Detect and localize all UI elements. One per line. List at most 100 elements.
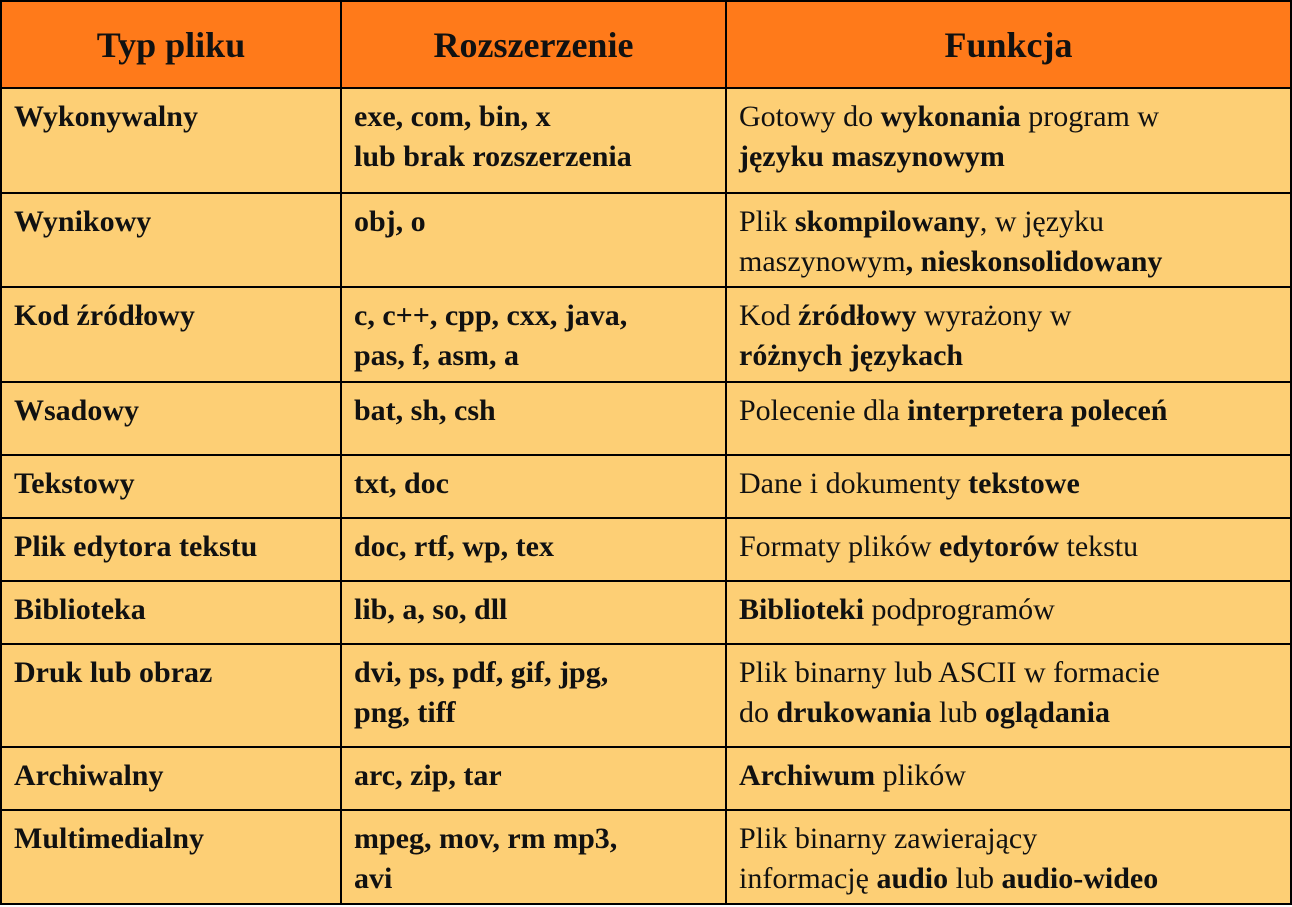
function-cell: Kod źródłowy wyrażony w różnych językach [725, 286, 1292, 383]
file-type-cell: Biblioteka [0, 579, 342, 645]
function-emphasis: skompilowany [794, 204, 980, 238]
function-cell: Polecenie dla interpretera poleceń [725, 380, 1292, 457]
function-line: Gotowy do wykonania program w [739, 97, 1278, 137]
function-text: Gotowy do [739, 100, 881, 133]
extension-line: mpeg, mov, rm mp3, [354, 821, 618, 855]
extension-line: arc, zip, tar [354, 758, 502, 792]
function-line: Archiwum plików [739, 756, 1278, 796]
extension-line: bat, sh, csh [354, 393, 496, 427]
table-row: Wynikowy obj, o Plik skompilowany, w język… [0, 191, 1292, 289]
table-row: Tekstowy txt, doc Dane i dokumenty tekstow… [0, 454, 1292, 519]
table-row: Wsadowy bat, sh, csh Polecenie dla interpr… [0, 380, 1292, 457]
extension-line: c, c++, cpp, cxx, java, [354, 299, 628, 333]
header-extension: Rozszerzenie [340, 0, 727, 89]
function-cell: Formaty plików edytorów tekstu [725, 516, 1292, 582]
file-type-cell: Druk lub obraz [0, 642, 342, 748]
table-row: Biblioteka lib, a, so, dll Biblioteki podp… [0, 579, 1292, 645]
table-row: Plik edytora tekstu doc, rtf, wp, tex Form… [0, 516, 1292, 582]
file-type-cell: Kod źródłowy [0, 286, 342, 383]
extension-cell: lib, a, so, dll [340, 579, 727, 645]
function-line: języku maszynowym [739, 137, 1278, 177]
extension-cell: exe, com, bin, x lub brak rozszerzenia [340, 87, 727, 194]
table-row: Kod źródłowy c, c++, cpp, cxx, java, pas, … [0, 286, 1292, 383]
function-emphasis: drukowania [776, 695, 932, 729]
file-type-cell: Wsadowy [0, 380, 342, 457]
extension-line: obj, o [354, 204, 426, 238]
function-line: Plik binarny zawierający [739, 819, 1278, 859]
file-type-cell: Tekstowy [0, 454, 342, 519]
extension-line: doc, rtf, wp, tex [354, 529, 554, 563]
function-text: podprogramów [864, 592, 1055, 626]
extension-line: avi [354, 861, 393, 895]
function-line: do drukowania lub oglądania [739, 693, 1278, 733]
extension-cell: doc, rtf, wp, tex [340, 516, 727, 582]
function-line: Formaty plików edytorów tekstu [739, 527, 1278, 567]
extension-cell: obj, o [340, 191, 727, 289]
function-emphasis: Biblioteki [739, 592, 865, 626]
header-function: Funkcja [725, 0, 1292, 89]
function-emphasis: Archiwum [739, 758, 876, 792]
table-row: Multimedialny mpeg, mov, rm mp3, avi Plik b… [0, 808, 1292, 906]
function-emphasis: audio-wideo [1001, 861, 1159, 895]
function-line: Polecenie dla interpretera poleceń [739, 391, 1278, 431]
file-type-cell: Wynikowy [0, 191, 342, 289]
function-text: Plik binarny lub ASCII w formacie [739, 655, 1160, 689]
function-text: Formaty plików [739, 529, 939, 563]
extension-line: png, tiff [354, 695, 456, 729]
function-emphasis: języku maszynowym [739, 140, 1005, 173]
function-line: Plik skompilowany, w języku [739, 202, 1278, 242]
function-line: maszynowym, nieskonsolidowany [739, 242, 1278, 282]
function-line: Biblioteki podprogramów [739, 590, 1278, 630]
extension-cell: bat, sh, csh [340, 380, 727, 457]
function-text: wyrażony w [916, 299, 1072, 333]
extension-cell: c, c++, cpp, cxx, java, pas, f, asm, a [340, 286, 727, 383]
extension-cell: mpeg, mov, rm mp3, avi [340, 808, 727, 906]
function-emphasis: audio [876, 861, 949, 895]
function-line: Plik binarny lub ASCII w formacie [739, 653, 1278, 693]
extension-cell: dvi, ps, pdf, gif, jpg, png, tiff [340, 642, 727, 748]
table-row: Archiwalny arc, zip, tar Archiwum plików [0, 745, 1292, 811]
function-text: informację [739, 861, 877, 895]
file-type-cell: Multimedialny [0, 808, 342, 906]
function-text: Kod [739, 299, 799, 333]
function-text: plików [875, 758, 966, 792]
table-row: Wykonywalny exe, com, bin, x lub brak rozs… [0, 87, 1292, 194]
function-line: różnych językach [739, 336, 1278, 376]
function-line: Dane i dokumenty tekstowe [739, 464, 1278, 504]
function-emphasis: interpretera poleceń [907, 393, 1168, 427]
function-text: maszynowym [739, 244, 906, 278]
function-text: tekstu [1058, 529, 1139, 563]
function-line: informację audio lub audio-wideo [739, 859, 1278, 899]
function-text: lub [948, 861, 1002, 895]
function-text: Plik binarny zawierający [739, 821, 1038, 855]
function-text: Dane i dokumenty [739, 467, 969, 501]
function-emphasis: oglądania [984, 695, 1110, 729]
function-text: do [739, 695, 777, 729]
function-emphasis: , nieskonsolidowany [905, 244, 1163, 278]
function-cell: Archiwum plików [725, 745, 1292, 811]
header-row: Typ pliku Rozszerzenie Funkcja [0, 0, 1292, 89]
function-emphasis: wykonania [880, 100, 1021, 133]
function-emphasis: tekstowe [968, 467, 1080, 501]
function-emphasis: edytorów [939, 529, 1059, 563]
extension-cell: arc, zip, tar [340, 745, 727, 811]
file-type-cell: Plik edytora tekstu [0, 516, 342, 582]
extension-cell: txt, doc [340, 454, 727, 519]
header-type: Typ pliku [0, 0, 342, 89]
extension-line: txt, doc [354, 467, 449, 501]
file-type-cell: Wykonywalny [0, 87, 342, 194]
table-row: Druk lub obraz dvi, ps, pdf, gif, jpg, png… [0, 642, 1292, 748]
function-emphasis: różnych językach [739, 339, 964, 373]
function-text: Polecenie dla [739, 393, 908, 427]
extension-line: lub brak rozszerzenia [354, 140, 632, 173]
extension-line: dvi, ps, pdf, gif, jpg, [354, 655, 609, 689]
extension-line: exe, com, bin, x [354, 100, 551, 133]
extension-line: lib, a, so, dll [354, 592, 508, 626]
file-type-cell: Archiwalny [0, 745, 342, 811]
function-cell: Plik binarny zawierający informację audio… [725, 808, 1292, 906]
function-emphasis: źródłowy [798, 299, 917, 333]
function-text: Plik [739, 204, 795, 238]
function-text: lub [931, 695, 985, 729]
function-text: , w języku [979, 204, 1105, 238]
